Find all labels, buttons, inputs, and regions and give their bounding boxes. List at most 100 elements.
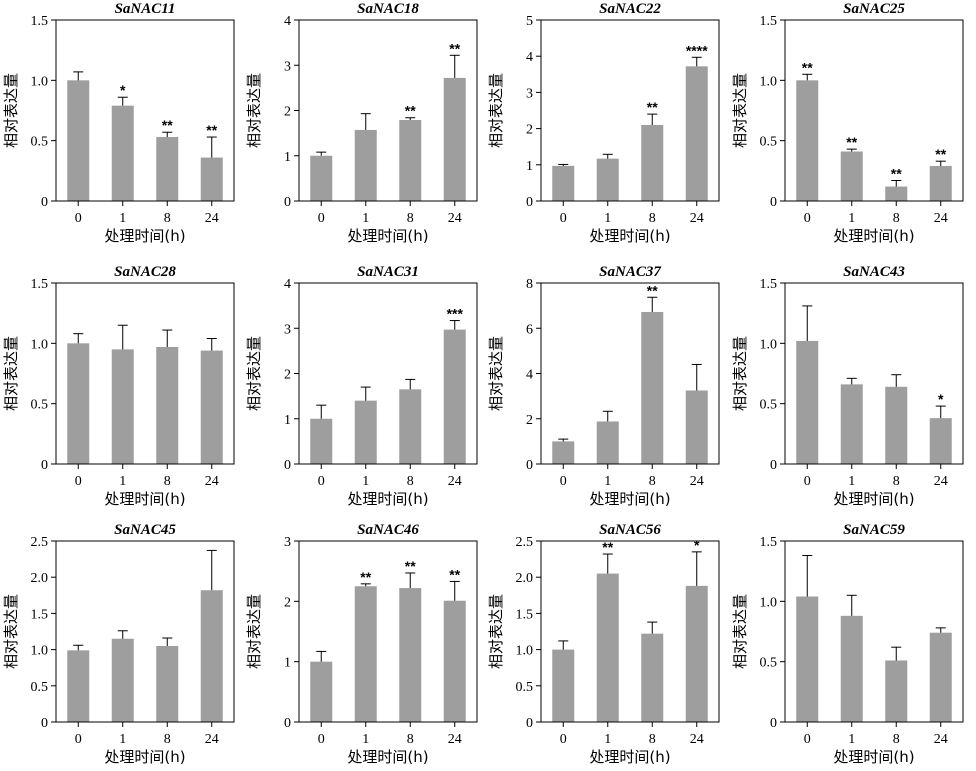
significance-mark: ** [602,539,613,555]
y-axis-label: 相对表达量 [487,336,505,411]
bar-1h [596,421,619,464]
bar-8h [641,311,664,464]
y-tick-label: 4 [284,14,291,29]
bar-0h [67,343,90,464]
chart-panel-sanac18: SaNAC18 0 1 ** 8 ** 24 0 1 2 3 4 处理时间(h) 相对表达量 [245,1,478,245]
x-tick-label: 0 [560,211,567,226]
significance-mark: ** [891,165,902,181]
x-tick-label: 0 [318,211,325,226]
x-axis-label: 处理时间(h) [347,227,428,245]
x-tick-label: 0 [560,474,567,489]
y-tick-label: 1.5 [31,607,49,622]
y-tick-label: 4 [526,50,533,65]
y-tick-label: 2.5 [516,535,534,550]
x-tick-label: 1 [848,732,855,747]
y-tick-label: 0 [770,195,777,210]
x-tick-label: 8 [164,732,171,747]
y-tick-label: 2.0 [31,571,49,586]
chart-title: SaNAC46 [357,522,419,538]
bar-1h [354,400,377,464]
y-tick-label: 2 [526,413,533,428]
y-axis-label: 相对表达量 [487,73,505,148]
plot-frame [540,19,720,202]
y-tick-label: 2 [284,368,291,383]
x-tick-label: 1 [604,211,611,226]
x-tick-label: 1 [119,474,126,489]
significance-mark: ** [449,40,460,56]
y-tick-label: 0.5 [760,135,778,150]
chart-title: SaNAC25 [843,1,905,17]
y-axis-label: 相对表达量 [2,73,20,148]
y-tick-label: 8 [526,277,533,292]
x-axis-label: 处理时间(h) [833,490,914,508]
bar-8h [885,186,908,201]
plot-frame [55,19,235,202]
y-axis-label: 相对表达量 [731,336,749,411]
y-tick-label: 0.5 [760,656,778,671]
x-tick-label: 1 [119,211,126,226]
y-tick-label: 0.5 [31,680,49,695]
y-tick-label: 1.5 [516,607,534,622]
y-tick-label: 0.5 [760,398,778,413]
significance-mark: **** [686,42,708,58]
bar-24h [200,350,223,464]
bar-8h [885,386,908,464]
y-tick-label: 1.0 [31,74,49,89]
y-tick-label: 1 [526,159,533,174]
x-tick-label: 24 [448,211,462,226]
plot-frame [784,540,964,723]
chart-panel-sanac31: SaNAC31 0 1 8 *** 24 0 1 2 3 4 处理时间(h) 相对表达量 [245,264,478,508]
x-tick-label: 0 [75,732,82,747]
significance-mark: ** [360,569,371,585]
y-tick-label: 1.5 [760,277,778,292]
x-tick-label: 1 [362,211,369,226]
x-tick-label: 1 [119,732,126,747]
y-tick-label: 1.0 [31,337,49,352]
y-tick-label: 0 [526,716,533,731]
y-tick-label: 3 [284,322,291,337]
x-axis-label: 处理时间(h) [347,490,428,508]
x-tick-label: 8 [164,211,171,226]
bar-24h [443,77,466,201]
y-axis-label: 相对表达量 [487,594,505,669]
x-tick-label: 0 [75,211,82,226]
chart-title: SaNAC28 [114,264,176,280]
bar-1h [111,638,134,722]
x-axis-label: 处理时间(h) [104,490,185,508]
significance-mark: ** [405,558,416,574]
x-tick-label: 8 [649,211,656,226]
y-axis-label: 相对表达量 [731,73,749,148]
x-tick-label: 8 [893,474,900,489]
bar-24h [443,329,466,464]
chart-title: SaNAC18 [357,1,419,17]
y-tick-label: 1.0 [760,74,778,89]
y-tick-label: 6 [526,322,533,337]
bar-1h [354,129,377,201]
x-tick-label: 8 [893,211,900,226]
bar-8h [156,645,179,722]
bar-0h [796,80,819,201]
x-tick-label: 0 [318,474,325,489]
chart-title: SaNAC59 [843,522,905,538]
bar-1h [840,151,863,201]
y-tick-label: 3 [526,86,533,101]
x-tick-label: 1 [848,211,855,226]
significance-mark: ** [647,282,658,298]
x-tick-label: 1 [848,474,855,489]
x-tick-label: 1 [362,474,369,489]
x-axis-label: 处理时间(h) [104,748,185,766]
bar-1h [596,158,619,201]
y-tick-label: 2.0 [516,571,534,586]
bar-24h [685,390,708,464]
x-tick-label: 24 [934,474,948,489]
plot-frame [298,540,478,723]
y-tick-label: 1.5 [31,277,49,292]
significance-mark: * [938,391,944,407]
x-tick-label: 24 [205,732,219,747]
y-axis-label: 相对表达量 [245,594,263,669]
y-tick-label: 2.5 [31,535,49,550]
y-tick-label: 0 [41,195,48,210]
x-tick-label: 8 [649,732,656,747]
chart-panel-sanac45: SaNAC45 0 1 8 24 0 0.5 1.0 1.5 2.0 2.5 处理时间(h) 相对表达量 [2,522,235,766]
